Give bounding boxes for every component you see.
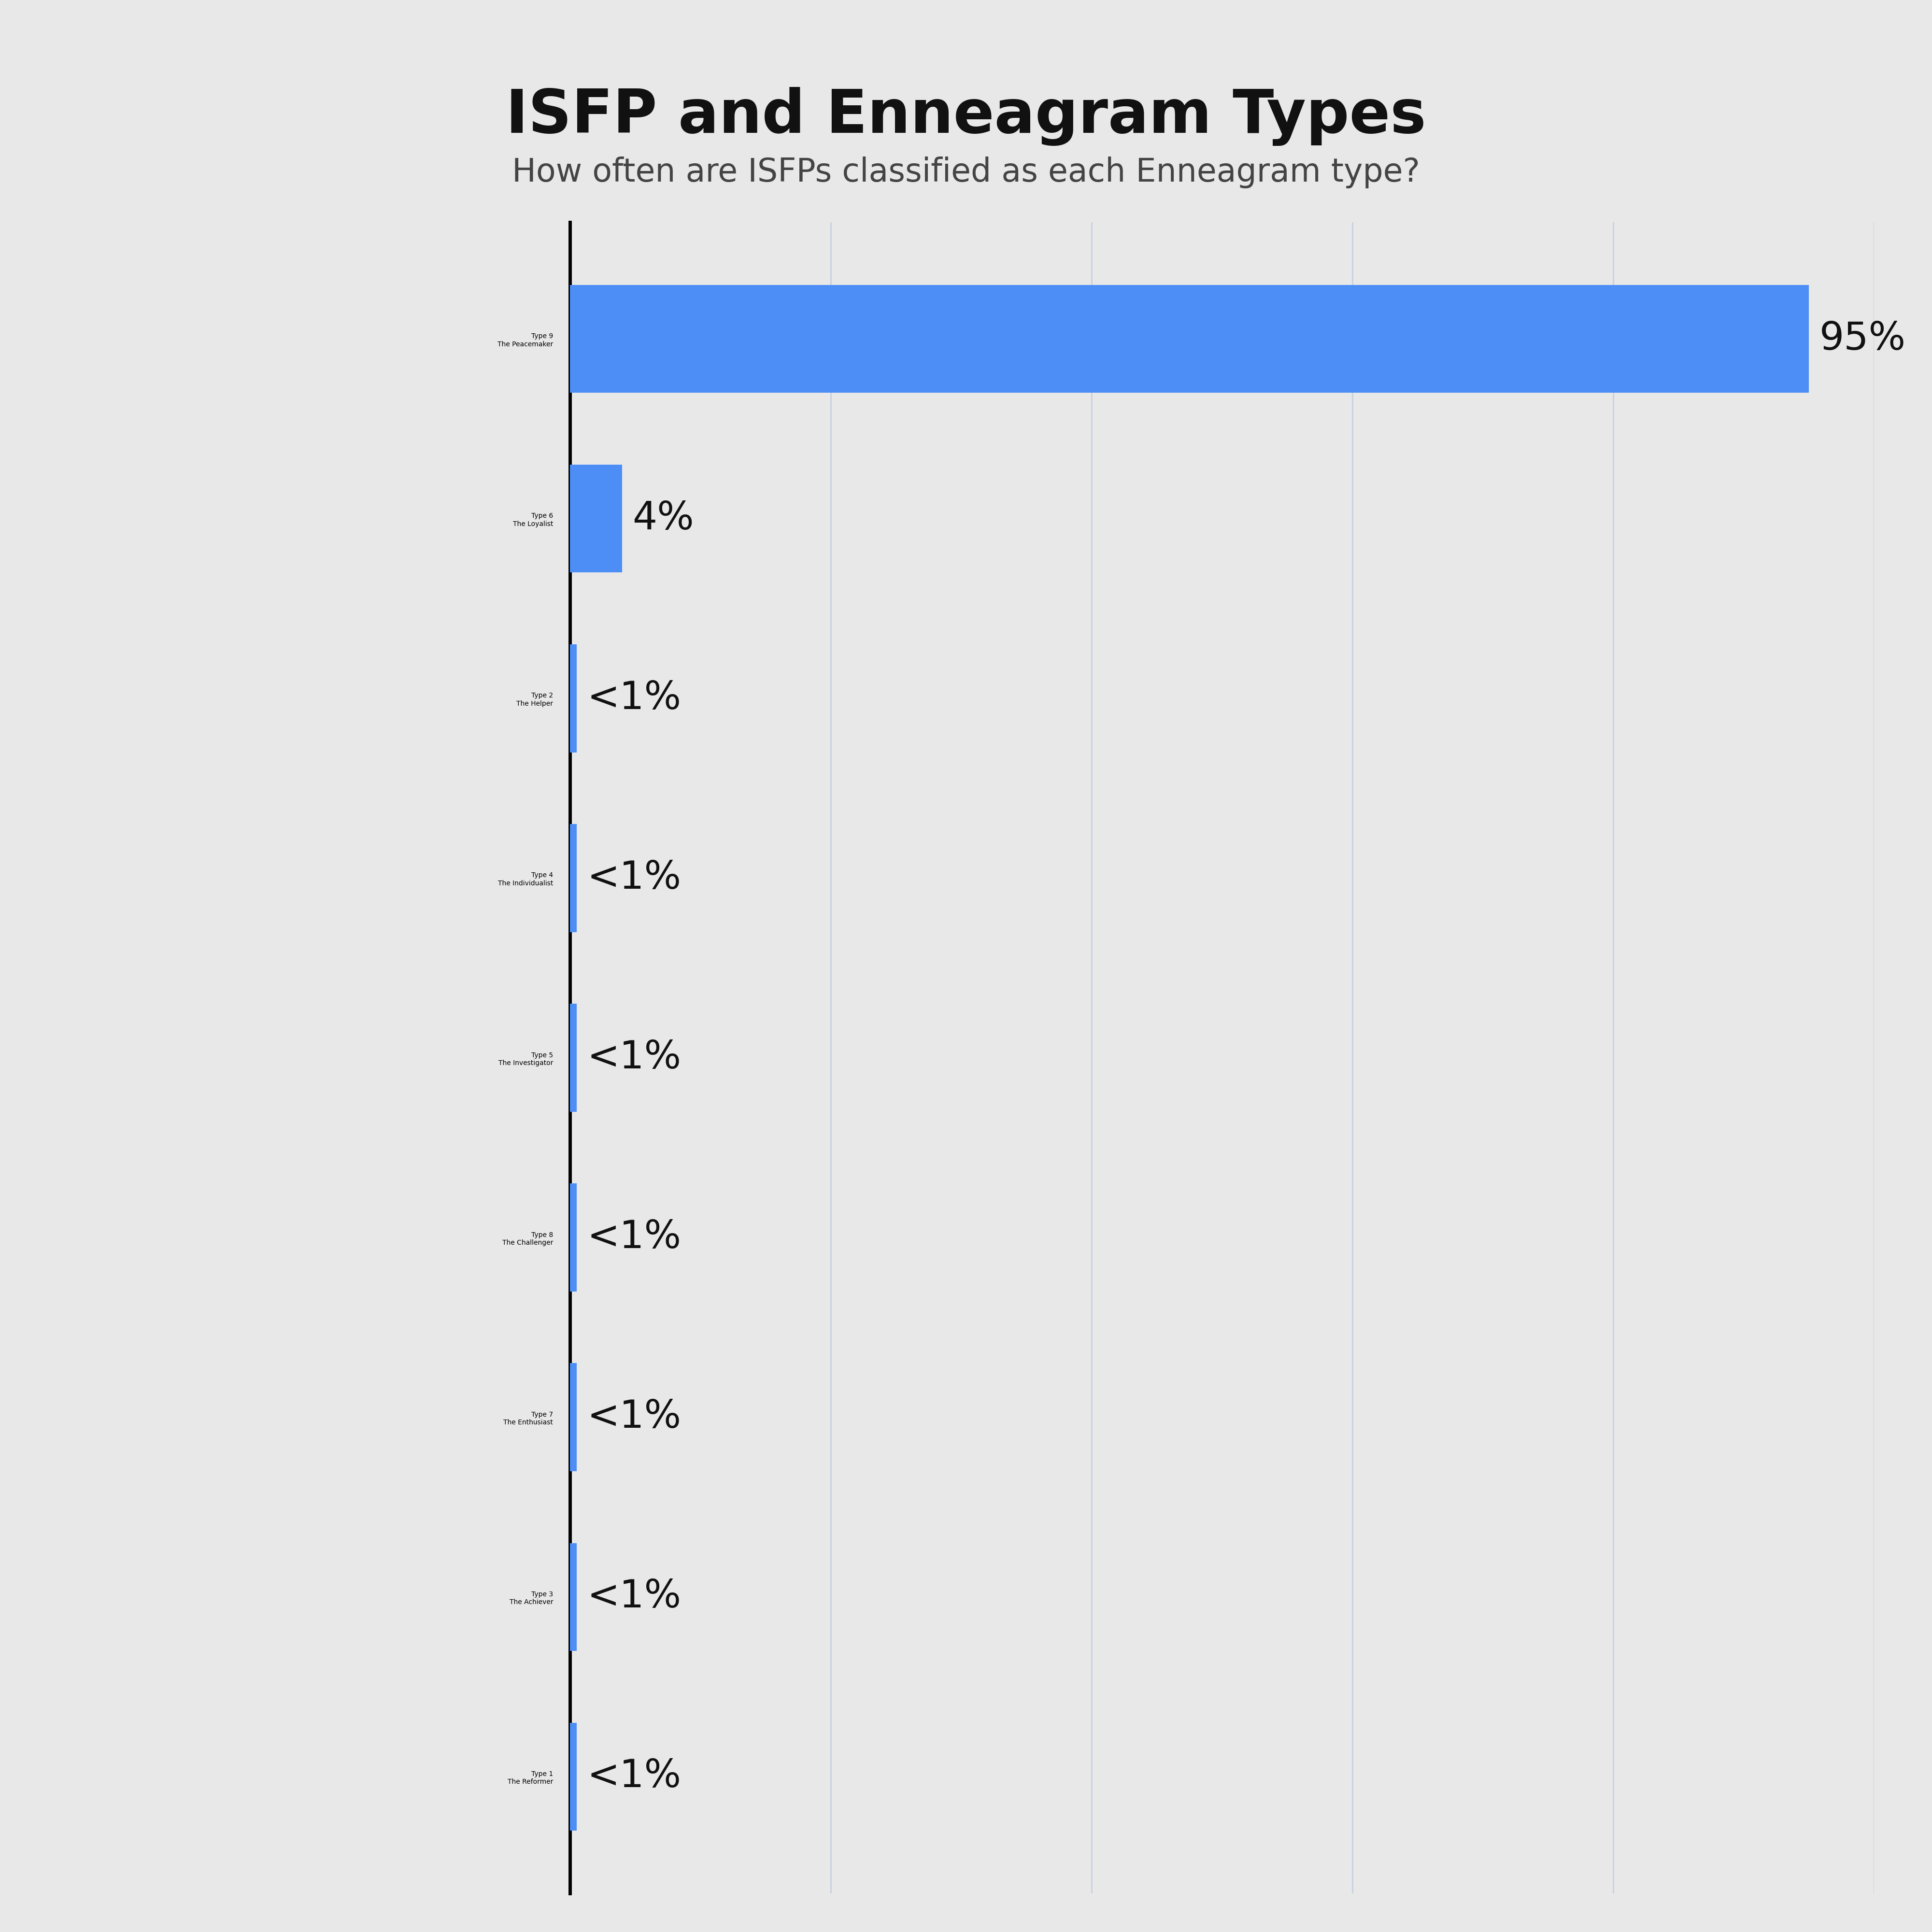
Text: <1%: <1%: [587, 860, 682, 896]
Bar: [570, 1184, 576, 1291]
Text: 4%: 4%: [632, 500, 694, 537]
Text: <1%: <1%: [587, 1578, 682, 1615]
Text: <1%: <1%: [587, 1039, 682, 1076]
Bar: [570, 825, 576, 931]
Bar: [570, 286, 1808, 392]
Text: <1%: <1%: [587, 1758, 682, 1795]
Bar: [570, 466, 622, 572]
Bar: [570, 1005, 576, 1111]
Bar: [570, 645, 576, 752]
Bar: [570, 1544, 576, 1650]
Text: <1%: <1%: [587, 680, 682, 717]
Text: How often are ISFPs classified as each Enneagram type?: How often are ISFPs classified as each E…: [512, 156, 1420, 189]
Text: 95%: 95%: [1820, 321, 1905, 357]
Text: ISFP and Enneagram Types: ISFP and Enneagram Types: [506, 87, 1426, 147]
Text: <1%: <1%: [587, 1219, 682, 1256]
Bar: [570, 1723, 576, 1830]
Bar: [570, 1364, 576, 1470]
Text: <1%: <1%: [587, 1399, 682, 1435]
